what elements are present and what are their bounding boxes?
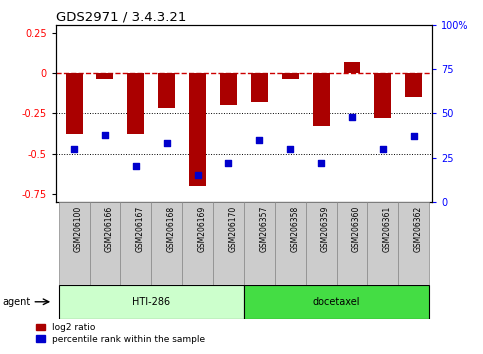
Point — [163, 141, 170, 146]
Point — [348, 114, 356, 120]
Point — [70, 146, 78, 152]
Point — [317, 160, 325, 166]
Bar — [306, 202, 337, 285]
Text: GSM206168: GSM206168 — [167, 206, 176, 252]
Bar — [220, 73, 237, 105]
Text: GSM206361: GSM206361 — [383, 206, 392, 252]
Bar — [213, 202, 244, 285]
Bar — [405, 73, 422, 97]
Bar — [189, 73, 206, 186]
Bar — [313, 73, 329, 126]
Bar — [244, 202, 275, 285]
Point — [286, 146, 294, 152]
Point — [256, 137, 263, 143]
Bar — [368, 202, 398, 285]
Text: HTI-286: HTI-286 — [132, 297, 170, 307]
Legend: log2 ratio, percentile rank within the sample: log2 ratio, percentile rank within the s… — [36, 323, 205, 344]
Text: GSM206359: GSM206359 — [321, 206, 330, 252]
Bar — [398, 202, 429, 285]
Bar — [244, 285, 429, 319]
Bar — [58, 202, 89, 285]
Point — [132, 164, 140, 169]
Point — [410, 133, 418, 139]
Text: GSM206358: GSM206358 — [290, 206, 299, 252]
Bar — [97, 73, 114, 80]
Text: GSM206357: GSM206357 — [259, 206, 269, 252]
Text: GSM206167: GSM206167 — [136, 206, 145, 252]
Bar — [58, 285, 244, 319]
Bar — [89, 202, 120, 285]
Text: GSM206169: GSM206169 — [198, 206, 207, 252]
Point — [194, 172, 201, 178]
Bar — [151, 202, 182, 285]
Bar — [120, 202, 151, 285]
Bar — [337, 202, 368, 285]
Bar — [158, 73, 175, 108]
Bar — [282, 73, 298, 80]
Text: GSM206362: GSM206362 — [414, 206, 423, 252]
Text: GSM206166: GSM206166 — [105, 206, 114, 252]
Bar — [128, 73, 144, 134]
Text: GSM206170: GSM206170 — [228, 206, 238, 252]
Bar — [275, 202, 306, 285]
Text: docetaxel: docetaxel — [313, 297, 360, 307]
Text: GDS2971 / 3.4.3.21: GDS2971 / 3.4.3.21 — [56, 11, 186, 24]
Bar — [251, 73, 268, 102]
Bar — [374, 73, 391, 118]
Point — [101, 132, 109, 137]
Point — [225, 160, 232, 166]
Bar — [182, 202, 213, 285]
Text: GSM206360: GSM206360 — [352, 206, 361, 252]
Point — [379, 146, 387, 152]
Text: GSM206100: GSM206100 — [74, 206, 83, 252]
Bar — [66, 73, 83, 134]
Text: agent: agent — [2, 297, 30, 307]
Bar — [343, 62, 360, 73]
